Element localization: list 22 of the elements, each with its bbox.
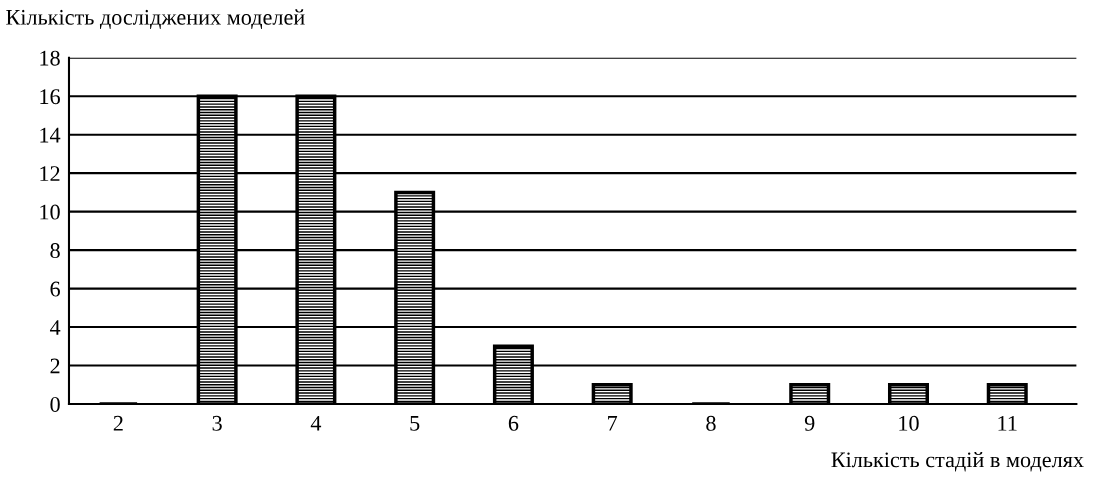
x-tick-label: 3 — [212, 415, 222, 431]
y-tick-label: 2 — [50, 358, 60, 374]
x-tick-label: 8 — [706, 415, 716, 431]
x-tick-label: 9 — [804, 415, 815, 431]
x-tick-label: 10 — [899, 415, 919, 431]
x-tick-label: 5 — [410, 416, 420, 431]
x-tick-label: 7 — [608, 416, 618, 431]
x-tick-label: 4 — [310, 415, 322, 431]
x-tick-label: 6 — [508, 415, 519, 431]
x-tick-label: 2 — [113, 415, 123, 431]
y-tick-label: 14 — [40, 127, 61, 143]
x-tick-label: 11 — [998, 415, 1017, 431]
y-tick-label: 16 — [40, 89, 60, 105]
y-tick-label: 10 — [40, 204, 60, 220]
y-tick-label: 8 — [50, 243, 60, 259]
y-tick-label: 6 — [50, 281, 60, 297]
y-axis-title: Кількість досліджених моделей — [6, 9, 305, 29]
y-tick-label: 18 — [40, 50, 60, 66]
y-tick-label: 0 — [50, 396, 60, 412]
x-axis-title: Кількість стадій в моделях — [831, 451, 1084, 472]
y-tick-label: 4 — [49, 320, 61, 335]
y-tick-label: 12 — [40, 166, 60, 181]
